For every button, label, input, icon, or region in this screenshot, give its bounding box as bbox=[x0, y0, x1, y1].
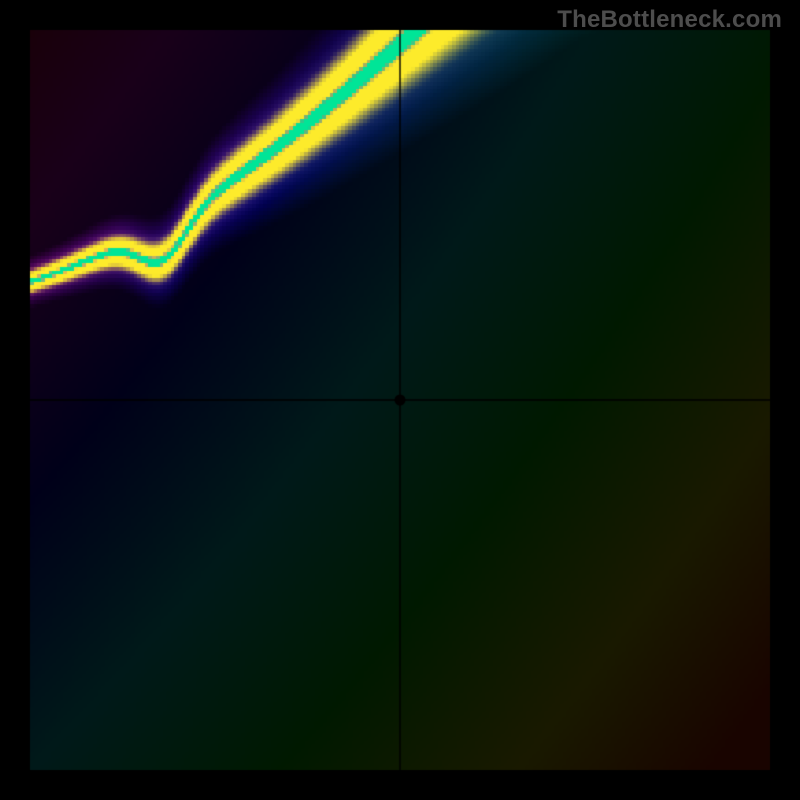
bottleneck-heatmap bbox=[0, 0, 800, 800]
figure-container: { "canvas": { "w": 800, "h": 800 }, "out… bbox=[0, 0, 800, 800]
watermark-text: TheBottleneck.com bbox=[557, 6, 782, 34]
